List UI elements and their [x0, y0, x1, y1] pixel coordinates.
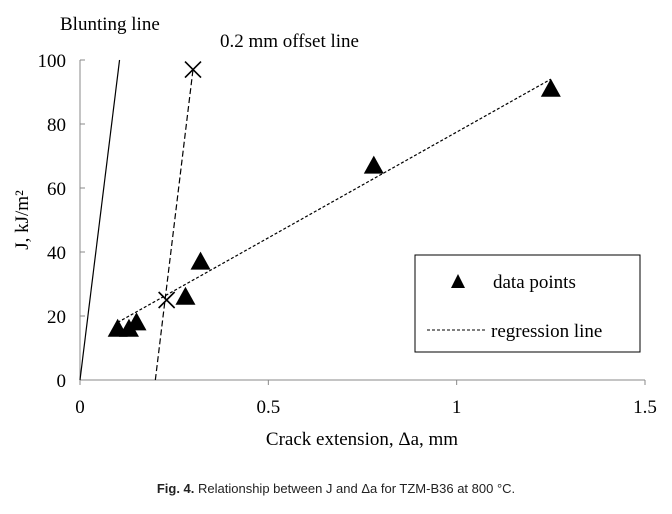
x-tick-label: 0 — [75, 397, 85, 418]
y-tick-label: 0 — [57, 371, 67, 392]
data-points — [107, 61, 561, 337]
annotation-offset-line: 0.2 mm offset line — [220, 31, 359, 52]
y-axis-label: J, kJ/m² — [12, 190, 33, 250]
x-axis-label: Crack extension, Δa, mm — [266, 429, 458, 450]
legend: data points regression line — [414, 254, 641, 353]
figure-caption: Fig. 4. Relationship between J and Δa fo… — [0, 481, 672, 496]
y-tick-label: 60 — [47, 179, 66, 200]
caption-label: Fig. 4. — [156, 481, 195, 496]
data-point — [190, 251, 211, 270]
x-tick-label: 0.5 — [256, 397, 280, 418]
axes: 0 0.5 1 1.5 0 20 40 60 80 100 — [38, 51, 657, 418]
y-tick-label: 100 — [38, 51, 67, 72]
x-tick-label: 1 — [452, 397, 462, 418]
data-point — [126, 312, 147, 331]
legend-triangle-marker — [451, 274, 465, 288]
legend-regression-line: regression line — [491, 321, 602, 342]
caption-text: Relationship between J and Δa for TZM-B3… — [194, 481, 516, 496]
offset-line — [154, 69, 194, 381]
regression-line — [117, 78, 552, 323]
blunting-line — [79, 59, 121, 381]
intersection-cross-marker — [158, 291, 176, 309]
lines — [79, 59, 552, 381]
legend-data-points: data points — [493, 272, 576, 293]
intersection-cross-marker — [184, 61, 202, 79]
data-point — [363, 155, 384, 174]
annotation-blunting-line: Blunting line — [60, 14, 160, 35]
x-tick-label: 1.5 — [633, 397, 657, 418]
y-tick-label: 40 — [47, 243, 66, 264]
y-tick-label: 20 — [47, 307, 66, 328]
y-tick-label: 80 — [47, 115, 66, 136]
legend-box — [414, 254, 641, 353]
data-point — [540, 78, 561, 97]
data-point — [175, 286, 196, 305]
